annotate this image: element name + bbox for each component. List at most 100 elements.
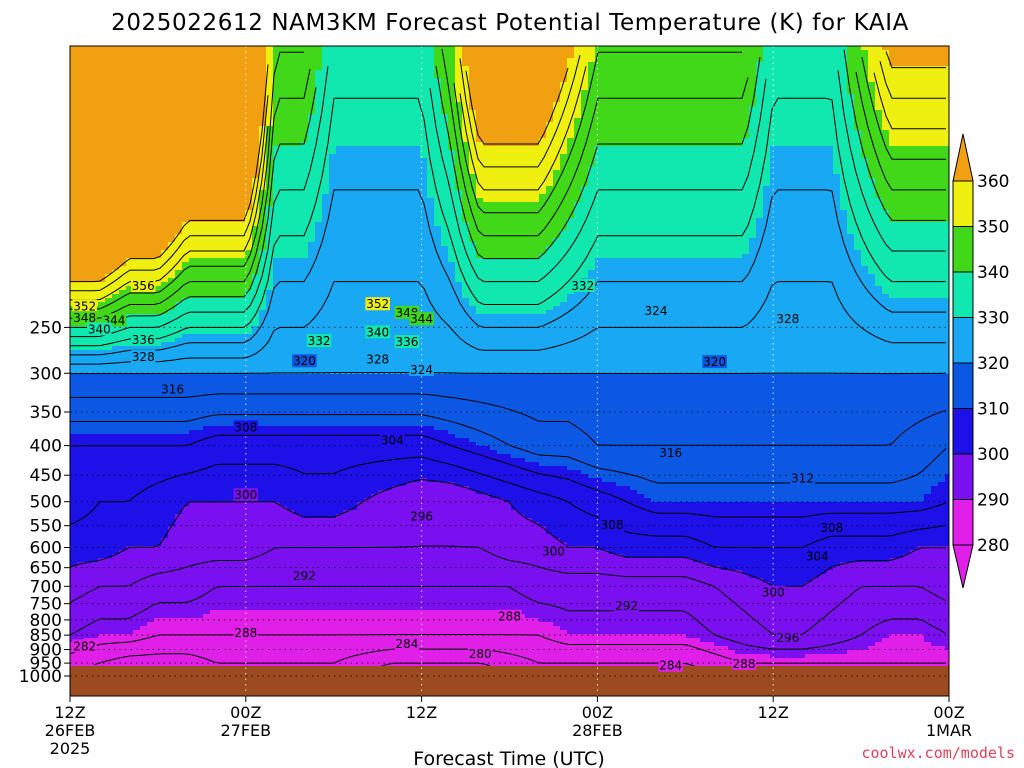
theta-cell [189,610,197,615]
theta-cell [154,454,162,459]
theta-cell [196,402,204,407]
theta-cell [203,146,211,151]
theta-cell [189,286,197,291]
theta-cell [91,406,99,411]
theta-cell [161,590,169,595]
theta-cell [182,162,190,167]
theta-cell [119,218,127,223]
theta-cell [259,470,267,475]
theta-cell [140,398,148,403]
theta-cell [280,170,288,175]
theta-cell [70,610,78,615]
theta-cell [217,70,225,75]
theta-cell [154,414,162,419]
theta-cell [203,398,211,403]
theta-cell [245,366,253,371]
theta-cell [84,174,92,179]
theta-cell [91,546,99,551]
theta-cell [224,546,232,551]
theta-cell [161,162,169,167]
theta-cell [189,318,197,323]
theta-cell [84,614,92,619]
theta-cell [91,114,99,119]
theta-cell [175,538,183,543]
theta-cell [175,166,183,171]
theta-cell [70,538,78,543]
theta-cell [168,534,176,539]
theta-cell [140,474,148,479]
theta-cell [119,562,127,567]
theta-cell [203,646,211,651]
theta-cell [140,306,148,311]
theta-cell [105,466,113,471]
theta-cell [217,62,225,67]
theta-cell [161,126,169,131]
theta-cell [84,166,92,171]
theta-cell [161,598,169,603]
theta-cell [294,146,302,151]
theta-cell [189,226,197,231]
theta-cell [252,54,260,59]
theta-cell [140,554,148,559]
theta-cell [70,546,78,551]
theta-cell [217,46,225,51]
theta-cell [238,386,246,391]
theta-cell [224,158,232,163]
theta-cell [280,106,288,111]
theta-cell [273,206,281,211]
theta-cell [287,322,295,327]
theta-cell [98,134,106,139]
theta-cell [287,602,295,607]
theta-cell [126,430,134,435]
theta-cell [168,470,176,475]
theta-cell [273,654,281,659]
theta-cell [98,262,106,267]
theta-cell [77,550,85,555]
theta-cell [168,114,176,119]
theta-cell [168,234,176,239]
theta-cell [266,286,274,291]
theta-cell [77,510,85,515]
theta-cell [196,50,204,55]
theta-cell [252,362,260,367]
theta-cell [84,198,92,203]
theta-cell [224,190,232,195]
theta-cell [168,186,176,191]
theta-cell [147,538,155,543]
theta-cell [273,370,281,375]
theta-cell [203,46,211,51]
theta-cell [238,358,246,363]
theta-cell [224,286,232,291]
theta-cell [252,114,260,119]
theta-cell [252,62,260,67]
theta-cell [91,94,99,99]
theta-cell [175,170,183,175]
theta-cell [273,358,281,363]
theta-cell [224,358,232,363]
theta-cell [140,178,148,183]
theta-cell [70,594,78,599]
theta-cell [294,150,302,155]
theta-cell [119,658,127,663]
theta-cell [210,530,218,535]
theta-cell [189,638,197,643]
theta-cell [210,62,218,67]
theta-cell [280,458,288,463]
theta-cell [266,654,274,659]
theta-cell [259,70,267,75]
theta-cell [140,206,148,211]
theta-cell [266,354,274,359]
theta-cell [238,94,246,99]
theta-cell [154,130,162,135]
theta-cell [189,158,197,163]
theta-cell [70,46,78,51]
theta-cell [196,230,204,235]
theta-cell [112,134,120,139]
theta-cell [105,398,113,403]
theta-cell [210,514,218,519]
theta-cell [203,554,211,559]
theta-cell [77,110,85,115]
theta-cell [168,402,176,407]
theta-cell [84,534,92,539]
theta-cell [266,406,274,411]
